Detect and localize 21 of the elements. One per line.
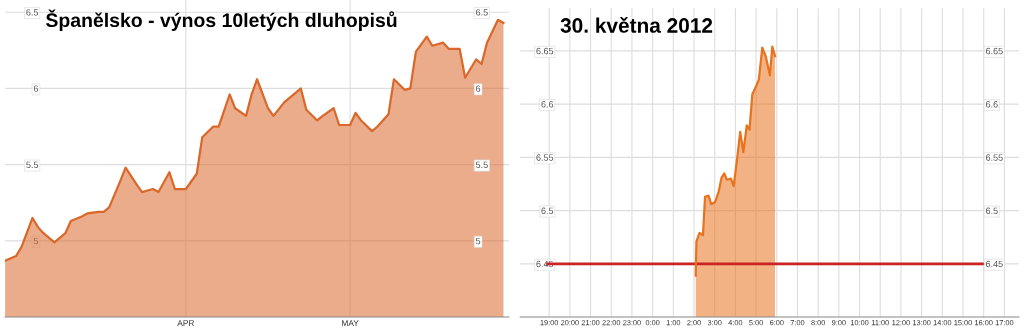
y-tick-label: 6 [33, 85, 39, 92]
y2-tick-label: 5.5 [475, 161, 488, 168]
y-tick-label: 6.55 [536, 154, 554, 161]
y-tick-label: 6.5 [26, 9, 39, 16]
y2-tick-label: 6.5 [986, 207, 998, 214]
text: Španělsko - výnos 10letých dluhopisů [45, 9, 397, 31]
y2-tick-label: 6.45 [986, 260, 1003, 268]
y-tick-label: 6.5 [541, 207, 554, 214]
x-tick-label: APR [177, 320, 195, 326]
y2-tick-label: 6.65 [986, 47, 1003, 55]
y2-tick-label: 6 [476, 85, 481, 92]
y2-tick-label: 5 [475, 237, 481, 245]
chart-title: 30. května 2012 [560, 17, 713, 33]
y2-tick-label: 6.55 [986, 154, 1003, 161]
y-tick-label: 5.5 [26, 161, 39, 168]
y-tick-label: 5 [33, 237, 39, 245]
y2-tick-label: 6.5 [476, 9, 488, 16]
y-tick-label: 6.65 [536, 47, 554, 55]
y-tick-label: 6.6 [541, 101, 554, 108]
x-tick-label: MAY [342, 320, 359, 326]
y2-tick-label: 6.6 [986, 101, 998, 108]
